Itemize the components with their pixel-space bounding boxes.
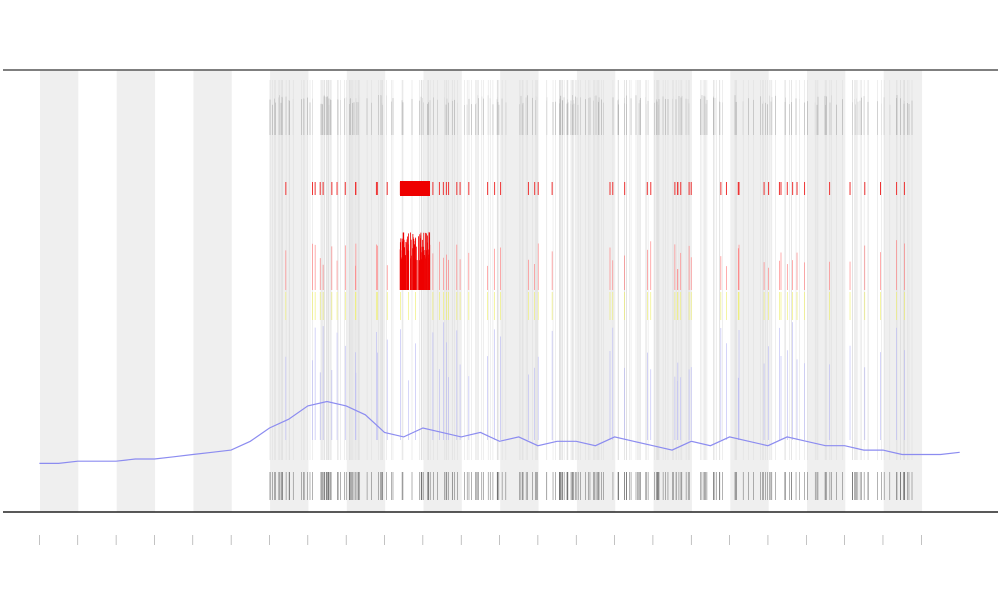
band bbox=[40, 70, 79, 512]
band bbox=[883, 70, 923, 512]
data-line bbox=[39, 400, 960, 464]
band bbox=[423, 70, 462, 512]
band bbox=[807, 70, 846, 512]
band bbox=[193, 70, 232, 512]
event-marks bbox=[269, 80, 913, 500]
red-block bbox=[400, 181, 430, 196]
band bbox=[116, 70, 156, 512]
